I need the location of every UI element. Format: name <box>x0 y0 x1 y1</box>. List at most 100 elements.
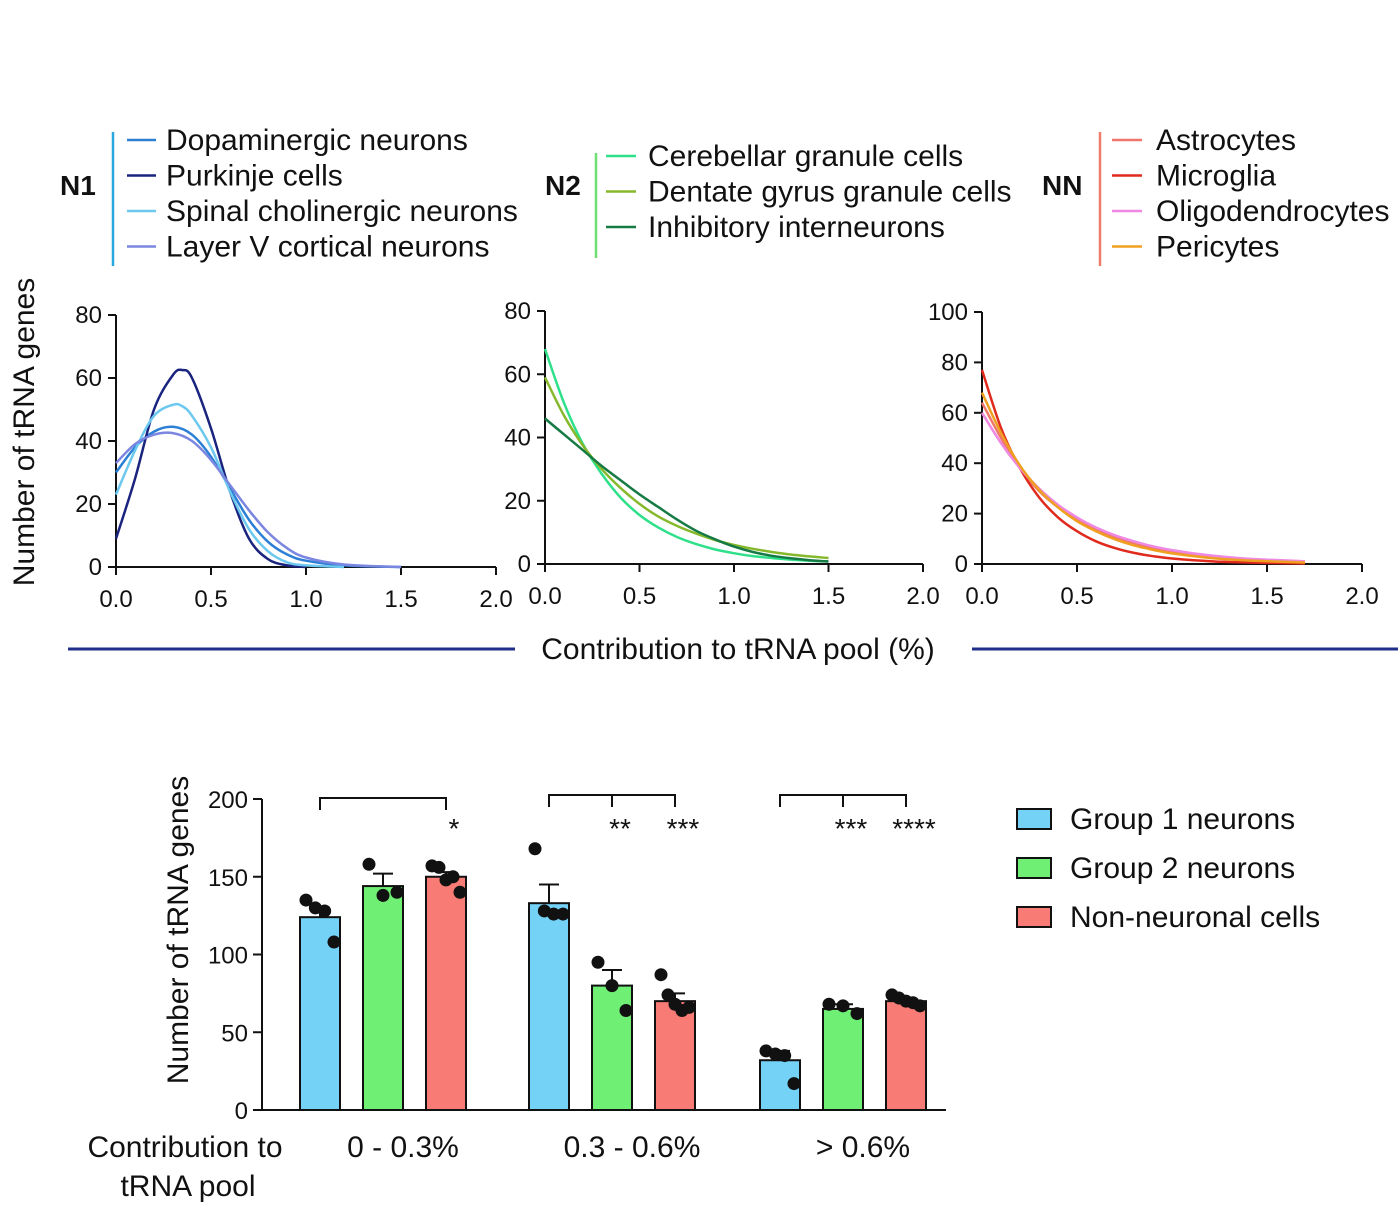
data-point <box>591 955 605 969</box>
bar-non-neuronal-cells <box>885 1000 927 1112</box>
data-point <box>299 893 313 907</box>
legend-label-inhibitory-interneurons: Inhibitory interneurons <box>648 211 945 244</box>
y-tick-label: 40 <box>75 428 102 455</box>
x-tick-label: 0.0 <box>99 586 132 613</box>
series-line-microglia <box>980 369 1306 565</box>
bar-legend-label-non-neuronal-cells: Non-neuronal cells <box>1070 901 1320 934</box>
bar-category-label: 0.3 - 0.6% <box>564 1131 701 1164</box>
y-tick-label: 80 <box>941 349 968 376</box>
significance-label: * <box>449 813 460 844</box>
data-point <box>432 860 446 874</box>
data-point <box>547 907 561 921</box>
x-tick-label: 0.5 <box>1060 583 1093 610</box>
data-point <box>836 999 850 1013</box>
data-point <box>822 997 836 1011</box>
y-tick-label: 20 <box>941 501 968 528</box>
series-line-astrocytes <box>980 402 1306 563</box>
data-point <box>778 1049 792 1063</box>
y-tick-label: 60 <box>75 365 102 392</box>
bar-legend-swatch-group-2-neurons <box>1016 857 1052 879</box>
line-chart-nn: 0 20 40 60 80 100 0.0 0.5 1.0 1.5 2.0 <box>928 299 1379 610</box>
bar-category-label: > 0.6% <box>816 1131 910 1164</box>
bar-group-1-neurons <box>528 902 570 1111</box>
x-tick-label: 1.5 <box>1250 583 1283 610</box>
y-tick-label: 60 <box>504 361 531 388</box>
bar-y-tick-label: 100 <box>208 943 248 970</box>
legend-label-oligodendrocytes: Oligodendrocytes <box>1156 195 1389 228</box>
bar-y-axis-label: Number of tRNA genes <box>162 776 195 1084</box>
x-tick-label: 0.5 <box>194 586 227 613</box>
bar-legend-label-group-2-neurons: Group 2 neurons <box>1070 852 1295 885</box>
legend-label-cerebellar-granule-cells: Cerebellar granule cells <box>648 140 963 173</box>
top-x-axis-label: Contribution to tRNA pool (%) <box>541 633 935 666</box>
bar-non-neuronal-cells <box>654 1000 696 1112</box>
data-point <box>661 988 675 1002</box>
bar-legend-swatch-non-neuronal-cells <box>1016 906 1052 928</box>
x-tick-label: 1.0 <box>717 583 750 610</box>
x-tick-label: 0.0 <box>965 583 998 610</box>
x-tick-label: 2.0 <box>1345 583 1378 610</box>
data-point <box>682 1000 696 1014</box>
data-point <box>528 842 542 856</box>
bar-legend: Group 1 neurons Group 2 neurons Non-neuron… <box>1016 803 1320 934</box>
legend-label-dentate-gyrus-granule-cells: Dentate gyrus granule cells <box>648 176 1012 209</box>
data-point <box>556 907 570 921</box>
y-tick-label: 0 <box>955 551 968 578</box>
bar-legend-swatch-group-1-neurons <box>1016 808 1052 830</box>
series-line-dentate-gyrus-granule-cells <box>543 376 829 560</box>
bar-y-tick-label: 50 <box>221 1020 248 1047</box>
legend-group-label: N1 <box>60 170 96 201</box>
x-tick-label: 1.0 <box>289 586 322 613</box>
y-tick-label: 80 <box>504 298 531 325</box>
y-tick-label: 40 <box>504 425 531 452</box>
data-point <box>446 870 460 884</box>
x-tick-label: 0.5 <box>623 583 656 610</box>
series-line-spinal-cholinergic-neurons <box>114 402 345 569</box>
bar-group-2-neurons <box>362 885 404 1112</box>
data-point <box>376 888 390 902</box>
series-line-dopaminergic-neurons <box>115 425 402 569</box>
bar-category-label: 0 - 0.3% <box>347 1131 459 1164</box>
line-chart-n2: 0 20 40 60 80 0.0 0.5 1.0 1.5 2.0 <box>504 298 939 610</box>
data-point <box>318 904 332 918</box>
y-tick-label: 40 <box>941 450 968 477</box>
bar-non-neuronal-cells <box>425 875 467 1111</box>
data-point <box>850 1007 864 1021</box>
y-tick-label: 20 <box>504 488 531 515</box>
data-point <box>787 1077 801 1091</box>
legend-label-dopaminergic-neurons: Dopaminergic neurons <box>166 124 468 157</box>
legend-label-microglia: Microglia <box>1156 160 1276 193</box>
bar-legend-label-group-1-neurons: Group 1 neurons <box>1070 803 1295 836</box>
data-point <box>327 935 341 949</box>
x-tick-label: 2.0 <box>479 586 512 613</box>
significance-bracket <box>319 797 447 810</box>
legend-label-spinal-cholinergic-neurons: Spinal cholinergic neurons <box>166 195 518 228</box>
data-point <box>390 885 404 899</box>
data-point <box>619 1003 633 1017</box>
y-tick-label: 60 <box>941 400 968 427</box>
y-tick-label: 0 <box>89 554 102 581</box>
y-tick-label: 20 <box>75 491 102 518</box>
significance-label: **** <box>892 813 936 844</box>
x-tick-label: 2.0 <box>906 583 939 610</box>
legend-group-label: N2 <box>545 170 581 201</box>
y-tick-label: 80 <box>75 302 102 329</box>
bar-x-axis-label-line1: Contribution to <box>87 1131 282 1164</box>
data-point <box>605 979 619 993</box>
x-tick-label: 1.5 <box>812 583 845 610</box>
data-point <box>453 885 467 899</box>
y-tick-label: 100 <box>928 299 968 326</box>
series-line-pericytes <box>980 392 1306 564</box>
data-point <box>654 968 668 982</box>
top-y-axis-label: Number of tRNA genes <box>8 278 41 586</box>
significance-label: *** <box>667 813 700 844</box>
significance-label: *** <box>835 813 868 844</box>
x-tick-label: 0.0 <box>528 583 561 610</box>
legend-label-layer-v-cortical-neurons: Layer V cortical neurons <box>166 231 490 264</box>
bar-group-2-neurons <box>822 1007 864 1111</box>
significance-label: ** <box>609 813 631 844</box>
